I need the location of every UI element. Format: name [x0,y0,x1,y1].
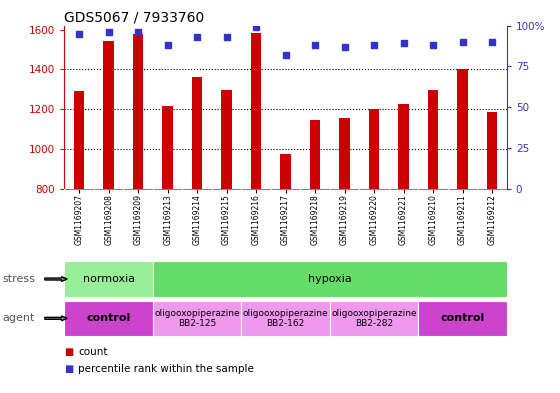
Text: agent: agent [3,313,35,323]
Bar [221,90,232,189]
Text: count: count [78,347,108,357]
Bar [64,261,153,297]
Text: ■: ■ [64,347,74,357]
Bar [192,77,202,189]
Bar [398,104,409,189]
Point [74,31,83,37]
Text: stress: stress [3,274,36,284]
Bar [330,301,418,336]
Text: control: control [440,313,485,323]
Text: normoxia: normoxia [82,274,135,284]
Text: hypoxia: hypoxia [308,274,352,284]
Point [163,42,172,48]
Text: GDS5067 / 7933760: GDS5067 / 7933760 [64,10,204,24]
Point [399,40,408,47]
Bar [162,106,173,189]
Point [193,34,202,40]
Point [370,42,379,48]
Bar [310,120,320,189]
Text: percentile rank within the sample: percentile rank within the sample [78,364,254,375]
Bar [458,69,468,189]
Point [488,39,497,45]
Point [251,24,260,30]
Bar [133,33,143,189]
Bar [153,301,241,336]
Bar [487,112,497,189]
Point [222,34,231,40]
Bar [281,154,291,189]
Text: oligooxopiperazine
BB2-162: oligooxopiperazine BB2-162 [243,309,328,328]
Bar [251,33,262,189]
Bar [369,109,379,189]
Point [428,42,437,48]
Bar [64,301,153,336]
Point [311,42,320,48]
Text: oligooxopiperazine
BB2-282: oligooxopiperazine BB2-282 [332,309,417,328]
Point [134,29,143,35]
Bar [104,41,114,189]
Text: ■: ■ [64,364,74,375]
Bar [428,90,438,189]
Point [340,44,349,50]
Bar [418,301,507,336]
Bar [74,91,85,189]
Point [458,39,467,45]
Bar [241,301,330,336]
Text: control: control [86,313,131,323]
Text: oligooxopiperazine
BB2-125: oligooxopiperazine BB2-125 [155,309,240,328]
Point [281,52,290,58]
Point [104,29,113,35]
Bar [339,118,350,189]
Bar [153,261,507,297]
